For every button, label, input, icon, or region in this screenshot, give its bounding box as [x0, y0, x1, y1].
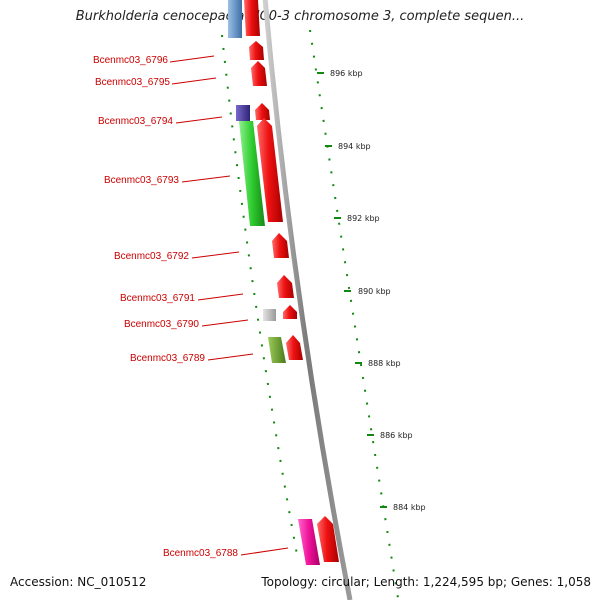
- cds-features: [244, 0, 339, 562]
- scale-label: 888 kbp: [368, 359, 401, 368]
- genome-backbone: [262, 0, 353, 600]
- cds-arrow: [317, 516, 339, 562]
- gene-leaders: [169, 55, 289, 556]
- accession-text: Accession: NC_010512: [10, 575, 147, 589]
- gene-label: Bcenmc03_6796: [93, 55, 168, 66]
- gene-label: Bcenmc03_6793: [104, 175, 179, 186]
- cds-arrow: [286, 335, 303, 360]
- scale-labels: 896 kbp 894 kbp 892 kbp 890 kbp 888 kbp …: [330, 69, 426, 512]
- genome-summary: Topology: circular; Length: 1,224,595 bp…: [261, 575, 591, 589]
- cds-arrow: [272, 233, 289, 258]
- scale-tick: [317, 72, 324, 74]
- cds-arrow: [283, 305, 297, 319]
- map-title: Burkholderia cenocepacia MC0-3 chromosom…: [75, 9, 525, 24]
- gene-label: Bcenmc03_6792: [114, 251, 189, 262]
- gene-label: Bcenmc03_6788: [163, 548, 238, 559]
- cds-arrow: [277, 275, 294, 298]
- scale-ticks: [317, 72, 387, 508]
- scale-label: 896 kbp: [330, 69, 363, 78]
- cog-block: [228, 0, 242, 38]
- scale-tick: [380, 506, 387, 508]
- gene-label: Bcenmc03_6790: [124, 319, 199, 330]
- cog-block: [268, 337, 286, 363]
- cds-arrow: [244, 0, 260, 36]
- scale-tick: [334, 217, 341, 219]
- scale-tick: [367, 434, 374, 436]
- cds-arrow: [255, 103, 270, 120]
- scale-label: 892 kbp: [347, 214, 380, 223]
- gene-label: Bcenmc03_6791: [120, 293, 195, 304]
- scale-label: 890 kbp: [358, 287, 391, 296]
- cog-block: [236, 105, 250, 121]
- gene-labels: Bcenmc03_6796 Bcenmc03_6795 Bcenmc03_679…: [93, 55, 238, 559]
- cog-block: [298, 519, 320, 565]
- scale-tick: [325, 145, 332, 147]
- scale-label: 884 kbp: [393, 503, 426, 512]
- cog-blocks: [228, 0, 320, 565]
- gene-label: Bcenmc03_6795: [95, 77, 170, 88]
- cds-arrow: [257, 118, 283, 222]
- gc-track-outer: [309, 29, 399, 599]
- cog-block: [239, 121, 265, 226]
- scale-tick: [344, 290, 351, 292]
- cds-arrow: [251, 61, 267, 86]
- scale-tick: [355, 362, 362, 364]
- gene-label: Bcenmc03_6794: [98, 116, 173, 127]
- scale-label: 886 kbp: [380, 431, 413, 440]
- gene-label: Bcenmc03_6789: [130, 353, 205, 364]
- cds-arrow: [249, 41, 264, 60]
- cog-block: [263, 309, 276, 321]
- scale-label: 894 kbp: [338, 142, 371, 151]
